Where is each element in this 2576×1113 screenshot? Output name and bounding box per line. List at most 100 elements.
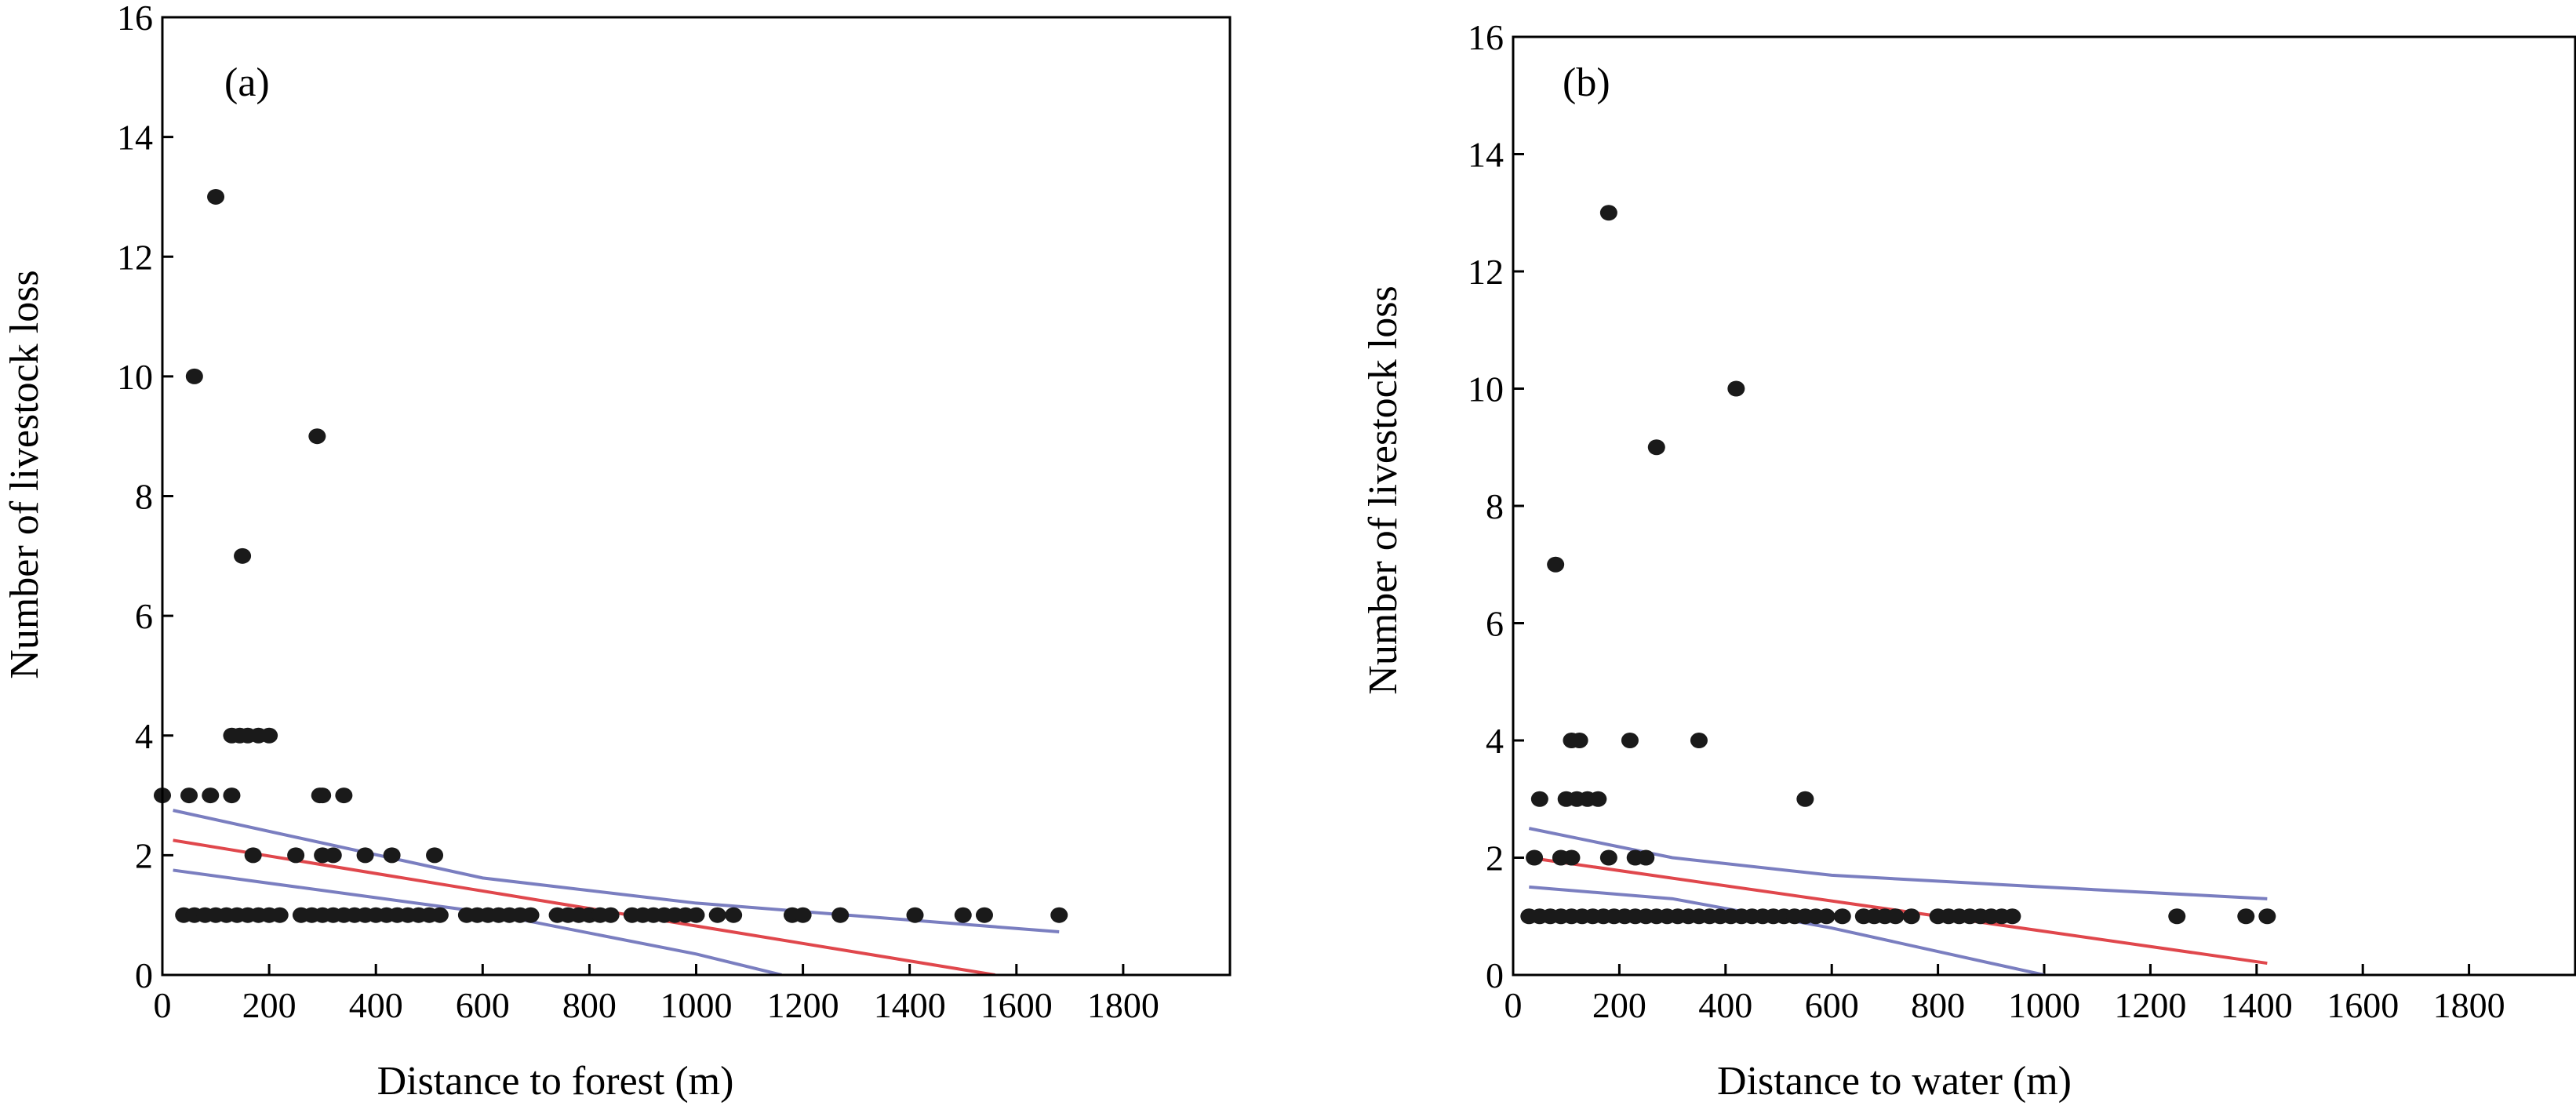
data-point-b — [2003, 908, 2021, 925]
x-tick-label-a: 1400 — [874, 985, 946, 1025]
y-tick-label-a: 2 — [135, 835, 153, 875]
data-point-b — [1902, 908, 1920, 925]
y-tick-label-b: 10 — [1468, 369, 1504, 409]
data-point-b — [1637, 849, 1655, 866]
data-point-b — [1621, 733, 1639, 748]
y-tick-label-b: 16 — [1468, 17, 1504, 57]
data-point-b — [1547, 556, 1565, 573]
data-point-b — [1563, 849, 1581, 866]
data-point-b — [2237, 908, 2255, 925]
data-point-b — [1817, 908, 1836, 925]
data-point-a — [426, 847, 444, 864]
y-tick-label-a: 8 — [135, 477, 153, 517]
panel-b: (b) Distance to water (m) Number of live… — [1361, 17, 2576, 1104]
data-point-a — [687, 907, 705, 923]
x-tick-label-b: 1400 — [2221, 985, 2293, 1025]
data-point-a — [202, 787, 220, 804]
data-point-b — [2168, 908, 2186, 925]
data-point-b — [1727, 380, 1745, 397]
x-tick-label-a: 1600 — [981, 985, 1053, 1025]
y-tick-label-b: 4 — [1486, 721, 1504, 761]
data-point-b — [1833, 908, 1851, 925]
y-axis-title-b: Number of livestock loss — [1361, 286, 1406, 694]
x-axis-title-b: Distance to water (m) — [1717, 1059, 2072, 1104]
data-point-a — [271, 907, 289, 923]
data-point-b — [1690, 733, 1708, 748]
data-point-a — [308, 428, 326, 445]
data-point-a — [831, 907, 850, 923]
data-point-b — [1530, 791, 1548, 807]
x-tick-label-a: 1200 — [767, 985, 839, 1025]
confidence-line-a — [173, 809, 1060, 934]
data-point-b — [1599, 205, 1617, 221]
y-tick-label-a: 6 — [135, 596, 153, 636]
x-tick-label-b: 1000 — [2008, 985, 2080, 1025]
x-axis-title-a: Distance to forest (m) — [377, 1059, 734, 1104]
data-point-a — [287, 847, 305, 864]
data-point-a — [207, 188, 225, 205]
data-point-a — [708, 907, 726, 923]
data-point-b — [1599, 849, 1617, 866]
data-point-a — [356, 847, 374, 864]
x-tick-label-b: 400 — [1698, 985, 1752, 1025]
data-point-a — [223, 787, 241, 804]
confidence-line-a — [173, 868, 782, 975]
x-tick-label-a: 0 — [154, 985, 172, 1025]
data-point-a — [954, 907, 972, 923]
data-point-a — [1050, 907, 1068, 923]
y-axis-title-a: Number of livestock loss — [2, 270, 47, 678]
data-point-a — [725, 907, 743, 923]
x-tick-label-a: 200 — [242, 985, 297, 1025]
panel-label-b: (b) — [1563, 60, 1610, 105]
data-point-a — [324, 847, 342, 864]
data-point-a — [335, 787, 353, 804]
panel-label-a: (a) — [224, 60, 270, 105]
data-point-a — [244, 847, 262, 864]
x-tick-label-b: 1200 — [2114, 985, 2186, 1025]
plot-frame-a — [161, 16, 1232, 977]
data-point-b — [1796, 791, 1814, 807]
data-point-a — [431, 907, 449, 923]
data-point-a — [794, 907, 812, 923]
y-tick-label-b: 8 — [1486, 486, 1504, 526]
x-tick-label-a: 400 — [349, 985, 403, 1025]
data-point-a — [180, 787, 198, 804]
fit-line-a — [173, 838, 995, 975]
x-tick-label-b: 600 — [1805, 985, 1859, 1025]
x-tick-label-a: 800 — [562, 985, 617, 1025]
data-point-a — [975, 907, 993, 923]
y-tick-label-b: 12 — [1468, 252, 1504, 292]
x-tick-label-b: 800 — [1911, 985, 1965, 1025]
confidence-line-b — [1529, 885, 2045, 975]
plot-frame-b — [1512, 35, 2576, 977]
y-tick-label-b: 14 — [1468, 135, 1504, 175]
data-point-b — [1570, 733, 1588, 748]
data-point-b — [1589, 791, 1607, 807]
y-tick-label-b: 6 — [1486, 604, 1504, 644]
data-point-a — [383, 847, 401, 864]
confidence-line-b — [1528, 827, 2268, 900]
x-tick-label-a: 1000 — [660, 985, 733, 1025]
data-point-a — [602, 907, 620, 923]
data-point-a — [311, 787, 329, 804]
data-point-b — [2258, 908, 2276, 925]
y-tick-label-a: 0 — [135, 955, 153, 995]
panel-a: (a) Distance to forest (m) Number of liv… — [2, 0, 1232, 1104]
x-tick-label-b: 0 — [1504, 985, 1523, 1025]
y-tick-label-a: 4 — [135, 716, 153, 756]
data-point-a — [906, 907, 924, 923]
data-point-b — [1887, 908, 1905, 925]
data-point-b — [1526, 849, 1544, 866]
x-tick-label-a: 600 — [456, 985, 510, 1025]
x-tick-label-b: 1800 — [2433, 985, 2505, 1025]
x-tick-label-b: 1600 — [2327, 985, 2399, 1025]
x-tick-label-b: 200 — [1592, 985, 1646, 1025]
x-tick-label-a: 1800 — [1087, 985, 1159, 1025]
data-point-a — [185, 368, 203, 384]
y-tick-label-b: 2 — [1486, 838, 1504, 878]
y-tick-label-a: 10 — [117, 357, 153, 397]
y-tick-label-a: 14 — [117, 118, 153, 158]
y-tick-label-a: 12 — [117, 237, 153, 277]
y-tick-label-a: 16 — [117, 0, 153, 38]
